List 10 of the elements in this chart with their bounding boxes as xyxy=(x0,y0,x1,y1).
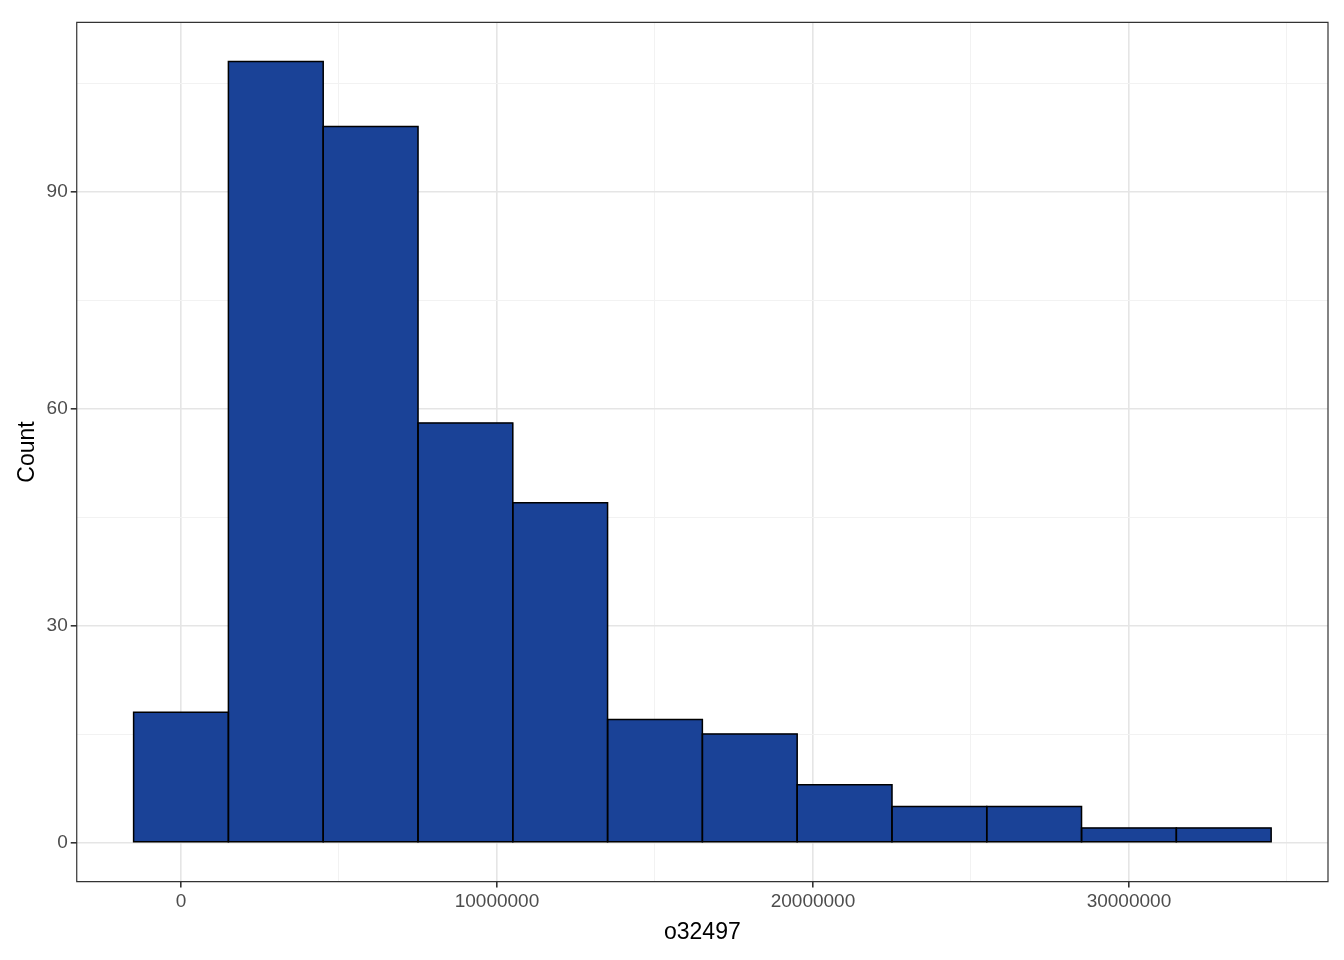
x-tick-label: 20000000 xyxy=(770,890,856,912)
y-tick-label: 0 xyxy=(57,830,68,852)
x-axis-title: o32497 xyxy=(663,917,741,944)
y-axis-title: Count xyxy=(13,420,40,483)
x-tick-label: 0 xyxy=(175,890,187,912)
y-tick-label: 60 xyxy=(46,396,68,418)
y-tick-label: 30 xyxy=(46,613,68,635)
x-tick-label: 10000000 xyxy=(454,890,540,912)
x-tick-label: 30000000 xyxy=(1086,890,1172,912)
y-tick-label: 90 xyxy=(46,179,68,201)
